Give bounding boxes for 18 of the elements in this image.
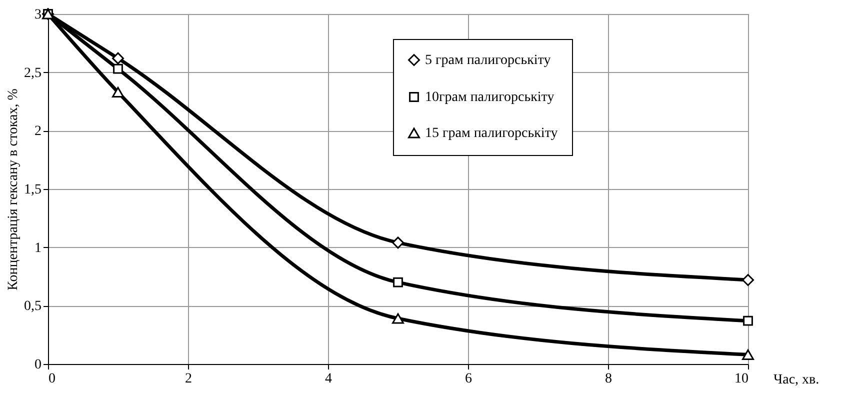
- x-tick-label: 8: [605, 372, 612, 386]
- y-tick-label: 1,5: [24, 182, 42, 198]
- y-tick-label: 2: [34, 124, 42, 140]
- x-axis-title: Час, хв.: [774, 372, 820, 388]
- x-tick-label: 4: [325, 372, 332, 386]
- y-tick-label: 2,5: [24, 66, 42, 81]
- y-tick-label: 3: [34, 8, 42, 22]
- legend-label: 10грам палигорськіту: [425, 90, 554, 105]
- x-tick-label: 10: [734, 372, 748, 386]
- y-tick-label: 1: [34, 240, 42, 256]
- legend-label: 15 грам палигорськіту: [425, 126, 558, 141]
- x-tick-label: 6: [465, 372, 472, 386]
- x-tick-label: 2: [185, 372, 192, 386]
- y-tick-label: 0,5: [24, 299, 42, 314]
- x-tick-label: 0: [48, 372, 56, 386]
- y-tick-label: 0: [34, 358, 42, 372]
- y-axis-title: Концентрація гексану в стоках, %: [6, 88, 21, 290]
- legend-label: 5 грам палигорськіту: [425, 53, 551, 68]
